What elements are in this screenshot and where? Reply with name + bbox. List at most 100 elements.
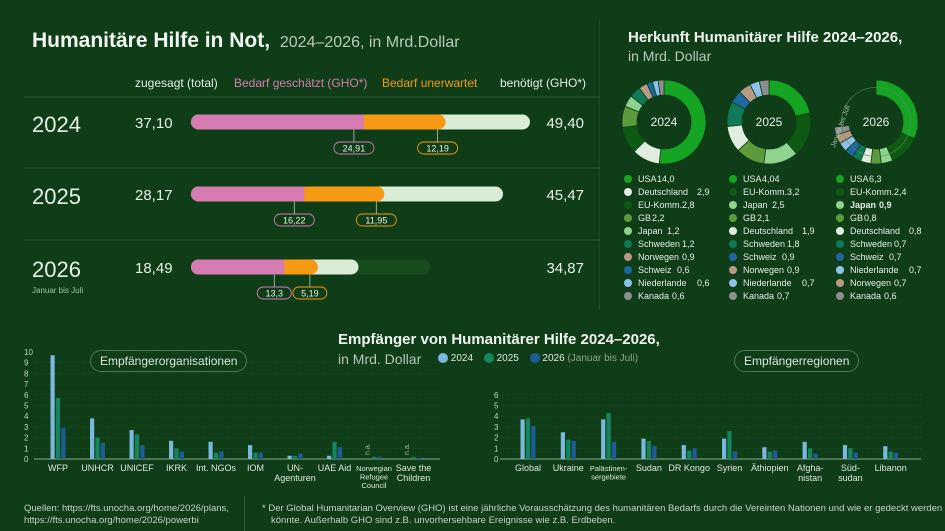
legend-value: 0,7 (909, 265, 922, 275)
origin-title: Herkunft Humanitärer Hilfe 2024–2026, (628, 29, 903, 46)
legend-value: 2,9 (697, 187, 710, 197)
category-label-line: UNICEF (120, 463, 154, 473)
required-value: 34,87 (546, 260, 584, 277)
legend-name: USA (743, 174, 762, 184)
legend-name: Deutschland (638, 187, 688, 197)
recipient-bar (894, 452, 899, 459)
estimated-bar (191, 259, 283, 275)
legend-2024-swatch (438, 353, 448, 364)
y-tick-label: 7 (24, 380, 29, 389)
y-tick-label: 9 (24, 359, 29, 368)
recipient-bar (813, 453, 818, 459)
legend-value: 0,9 (782, 252, 795, 262)
donut-year: 2024 (651, 115, 678, 129)
recipient-bar (692, 448, 697, 459)
category-label: Syrien (717, 463, 743, 473)
legend-dot (836, 214, 844, 222)
legend-value: 0,9 (787, 265, 800, 275)
legend-dot (836, 175, 844, 183)
recipient-bar (129, 430, 134, 459)
category-label: Save the Children (396, 463, 432, 483)
legend-value: 2,8 (682, 200, 695, 210)
legend-name: Schweden (850, 239, 892, 249)
legend-value: 2,2 (652, 213, 665, 223)
recipient-bar (531, 425, 536, 459)
recipient-bar (61, 427, 66, 459)
orgs-pill: Empfängerorganisationen (90, 350, 248, 372)
y-tick-label: 0 (24, 455, 29, 464)
recipient-bar (169, 440, 174, 459)
y-tick-label: 4 (494, 412, 499, 421)
legend-dot (729, 214, 737, 222)
legend-name: Kanada (850, 291, 881, 301)
legend-value: 0,7 (802, 278, 815, 288)
legend-value: 0,7 (894, 278, 907, 288)
recipient-bar (520, 419, 525, 459)
page-title: Humanitäre Hilfe in Not, 2024–2026, in M… (32, 29, 460, 53)
category-label-line: Syrien (717, 463, 743, 473)
legend-name: Niederlande (638, 278, 687, 288)
legend-value: 0,6 (677, 265, 690, 275)
footer-divider (244, 496, 245, 531)
recipient-bar (50, 355, 55, 459)
col-header-needs-unexpected: Bedarf unerwartet (382, 76, 478, 90)
legend-name: Schweiz (638, 265, 672, 275)
year-label: 2025 (32, 184, 81, 209)
category-label-line: Ukraine (553, 463, 584, 473)
recipient-bar (652, 446, 657, 459)
category-label-line: nistan (798, 473, 822, 483)
recipient-bar (332, 441, 337, 459)
estimated-bar (191, 114, 362, 130)
legend-dot (729, 227, 737, 235)
y-tick-label: 6 (24, 391, 29, 400)
legend-value: 3,2 (787, 187, 800, 197)
legend-dot (729, 188, 737, 196)
legend-value: 2,5 (772, 200, 785, 210)
category-label-line: Int. NGOs (196, 463, 237, 473)
category-label-line: UAE Aid (318, 463, 352, 473)
category-label-line: Norwegian (356, 464, 392, 473)
legend-value: 0,6 (697, 278, 710, 288)
estimated-bar-join (353, 114, 364, 130)
category-label: IKRK (166, 463, 187, 473)
recipient-bar (248, 445, 253, 459)
estimated-label: 13,3 (266, 289, 284, 299)
recipient-bar (134, 434, 140, 459)
legend-value: 4,04 (762, 174, 780, 184)
donut-slice (658, 79, 707, 165)
recipient-bar (219, 451, 224, 459)
y-tick-label: 3 (24, 423, 29, 432)
recipient-bar (90, 418, 95, 459)
na-label: n.a. (365, 443, 372, 455)
legend-value: 1,2 (682, 239, 695, 249)
callout-pill (292, 286, 328, 300)
legend-dot (624, 188, 632, 196)
callout-pill (273, 213, 315, 227)
legend-2026-label: 2026 (542, 353, 565, 364)
category-label-line: Agenturen (274, 473, 316, 483)
category-label: Norwegian Refugee Council (356, 464, 392, 490)
estimated-label: 24,91 (343, 144, 366, 154)
recipients-title: Empfänger von Humanitärer Hilfe 2024–202… (338, 331, 660, 348)
recipient-bar (174, 448, 179, 459)
legend-name: Kanada (743, 291, 774, 301)
footer-note: * Der Global Humanitarian Overview (GHO)… (262, 503, 942, 527)
callout-pill (417, 141, 459, 155)
estimated-label: 16,22 (283, 216, 306, 226)
legend-value: 2,4 (894, 187, 907, 197)
year-label: 2026 (32, 257, 81, 282)
donut-slice (657, 79, 665, 96)
recipient-bar (55, 398, 61, 459)
legend-name: GB (638, 213, 651, 223)
pledged-value: 18,49 (135, 260, 173, 277)
legend-dot (624, 279, 632, 287)
recipient-bar (888, 451, 893, 459)
legend-value: 0,7 (894, 239, 907, 249)
category-label-line: sergebiete (591, 473, 626, 482)
legend-name: EU-Komm. (743, 187, 787, 197)
recipient-bar (298, 453, 303, 459)
legend-dot (624, 253, 632, 261)
required-value: 49,40 (546, 115, 584, 132)
